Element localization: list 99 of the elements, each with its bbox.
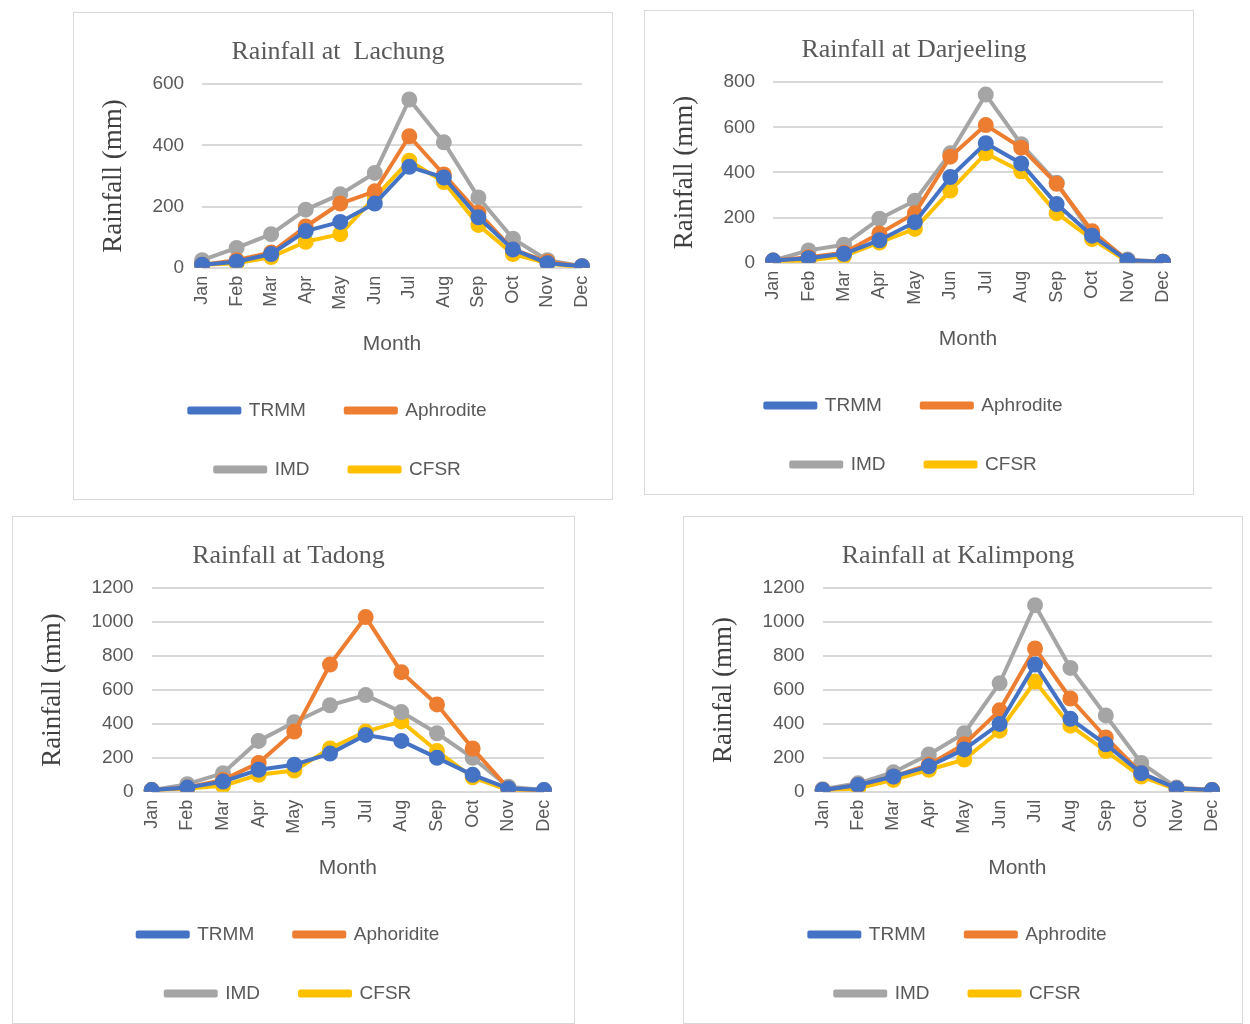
y-tick-label: 0 — [794, 780, 805, 802]
y-tick-label: 600 — [101, 678, 134, 700]
x-tick-label: Jun — [363, 275, 384, 305]
legend-label: IMD — [274, 457, 310, 479]
chart-title: Rainfall at Tadong — [192, 540, 385, 570]
chart-title: Rainfall at Darjeeling — [801, 34, 1027, 64]
x-axis-title: Month — [988, 855, 1047, 879]
legend-label: TRMM — [248, 398, 306, 420]
x-tick-label: Jun — [988, 799, 1009, 829]
chart-title: Rainfall at Lachung — [231, 36, 445, 66]
x-tick-label: Apr — [868, 270, 889, 299]
y-tick-label: 0 — [173, 256, 185, 278]
x-tick-label: Dec — [1200, 799, 1221, 832]
x-tick-label: Jun — [318, 799, 339, 829]
x-tick-label: Feb — [797, 270, 818, 302]
y-tick-label: 800 — [772, 644, 805, 666]
x-tick-label: Apr — [917, 799, 938, 828]
legend-label: IMD — [850, 452, 886, 474]
x-tick-label: Feb — [225, 275, 246, 307]
legend-label: Aphrodite — [1025, 922, 1107, 944]
y-tick-label: 200 — [101, 746, 134, 768]
x-tick-label: Mar — [211, 799, 232, 831]
x-tick-label: Oct — [1130, 799, 1151, 828]
legend-label: TRMM — [868, 922, 926, 944]
y-tick-label: 0 — [123, 780, 134, 802]
x-tick-label: Nov — [1116, 270, 1137, 303]
x-tick-label: Jul — [1024, 799, 1044, 823]
y-tick-label: 800 — [723, 70, 756, 92]
x-tick-label: Dec — [1151, 270, 1172, 303]
x-tick-label: Jun — [939, 270, 960, 300]
x-axis-title: Month — [938, 326, 998, 350]
x-tick-label: Jul — [354, 799, 375, 823]
x-tick-label: Nov — [497, 799, 518, 832]
x-tick-label: Mar — [260, 275, 281, 307]
legend-label: CFSR — [409, 457, 461, 479]
y-tick-label: 400 — [101, 712, 134, 734]
x-tick-label: Jan — [191, 275, 212, 305]
y-axis-title: Rainfall (mm) — [668, 95, 699, 250]
x-axis-title: Month — [362, 331, 422, 355]
legend-label: IMD — [894, 981, 930, 1003]
legend-label: TRMM — [824, 393, 882, 415]
legend-label: TRMM — [197, 922, 255, 944]
y-tick-label: 600 — [772, 678, 805, 700]
y-axis-title: Rainfal (mm) — [707, 616, 738, 764]
x-tick-label: Aug — [432, 275, 453, 308]
y-tick-label: 0 — [744, 251, 756, 273]
y-tick-label: 600 — [723, 115, 756, 137]
x-tick-label: Jul — [398, 275, 419, 299]
y-tick-label: 800 — [101, 644, 134, 666]
y-tick-label: 400 — [772, 712, 805, 734]
y-tick-label: 200 — [772, 746, 805, 768]
y-tick-label: 400 — [152, 133, 185, 155]
legend-label: CFSR — [359, 981, 412, 1003]
y-tick-label: 400 — [723, 160, 756, 182]
x-tick-label: Nov — [536, 275, 557, 308]
x-tick-label: Apr — [247, 799, 268, 828]
legend-label: CFSR — [1029, 981, 1081, 1003]
x-tick-label: Dec — [570, 275, 591, 308]
y-axis-title: Rainfall (mm) — [36, 613, 67, 767]
y-tick-label: 1200 — [762, 576, 805, 598]
x-tick-label: Jan — [140, 799, 161, 829]
x-tick-label: Oct — [461, 799, 482, 828]
x-tick-label: Mar — [882, 799, 903, 831]
x-tick-label: Feb — [847, 799, 868, 831]
x-tick-label: Aug — [1059, 799, 1080, 832]
x-tick-label: Sep — [425, 799, 446, 832]
x-tick-label: Sep — [1094, 799, 1115, 832]
x-tick-label: Jan — [811, 799, 832, 829]
x-tick-label: May — [953, 799, 974, 834]
x-tick-label: Mar — [832, 270, 853, 302]
x-tick-label: Sep — [1045, 270, 1066, 303]
x-tick-label: Jul — [974, 270, 995, 294]
x-tick-label: May — [903, 270, 924, 305]
legend-label: Aphrodite — [405, 398, 487, 420]
x-tick-label: Oct — [501, 275, 522, 304]
x-tick-label: Jan — [762, 270, 783, 300]
x-tick-label: Aug — [390, 799, 411, 832]
x-tick-label: Apr — [294, 275, 315, 304]
x-tick-label: Aug — [1010, 270, 1031, 303]
y-tick-label: 1200 — [91, 576, 134, 598]
x-tick-label: Nov — [1165, 799, 1186, 832]
y-axis-title: Rainfall (mm) — [97, 99, 128, 253]
legend-label: CFSR — [985, 452, 1037, 474]
y-tick-label: 600 — [152, 72, 185, 94]
legend-label: Aphrodite — [981, 393, 1063, 415]
x-tick-label: Dec — [532, 799, 553, 832]
x-axis-title: Month — [318, 855, 378, 879]
x-tick-label: May — [283, 799, 304, 834]
x-tick-label: Sep — [467, 275, 488, 308]
x-tick-label: Feb — [176, 799, 197, 831]
chart-title: Rainfall at Kalimpong — [841, 540, 1075, 570]
y-tick-label: 1000 — [91, 610, 134, 632]
legend-label: IMD — [225, 981, 261, 1003]
legend-label: Aphoridite — [353, 922, 440, 944]
y-tick-label: 1000 — [762, 610, 805, 632]
x-tick-label: May — [329, 275, 350, 310]
y-tick-label: 200 — [723, 205, 756, 227]
x-tick-label: Oct — [1081, 270, 1102, 299]
y-tick-label: 200 — [152, 194, 185, 216]
